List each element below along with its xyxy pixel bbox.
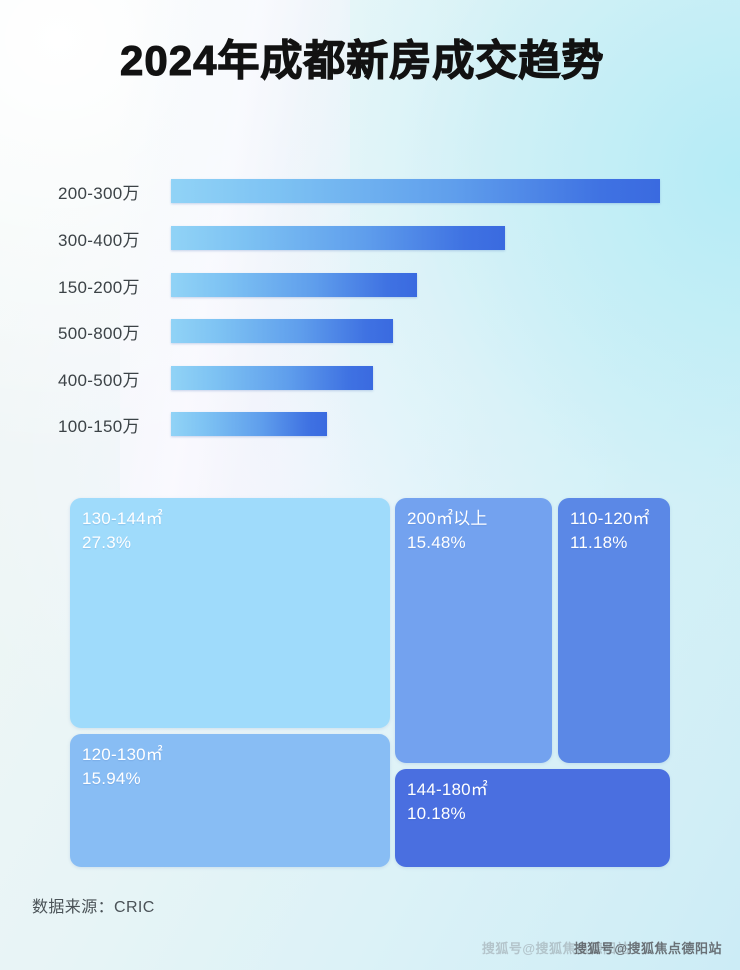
bar-row: 300-400万 [0, 225, 740, 251]
treemap-cell-110-120[interactable]: 110-120㎡ 11.18% [558, 498, 670, 763]
treemap-cell-name: 130-144㎡ [82, 509, 163, 528]
treemap-cell-pct: 15.94% [82, 769, 141, 789]
treemap-cell-text: 120-130㎡ 15.94% [82, 743, 382, 791]
bar-label: 100-150万 [58, 416, 140, 436]
bar-label: 200-300万 [58, 183, 140, 203]
bar-fill [171, 319, 393, 343]
bar-track[interactable] [171, 412, 327, 436]
treemap-cell-130-144[interactable]: 130-144㎡ 27.3% [70, 498, 390, 728]
bar-track[interactable] [171, 319, 393, 343]
bar-track[interactable] [171, 366, 373, 390]
bar-fill [171, 179, 660, 203]
treemap-cell-text: 144-180㎡ 10.18% [407, 778, 662, 826]
bar-row: 150-200万 [0, 272, 740, 298]
treemap-cell-name: 110-120㎡ [570, 509, 650, 528]
treemap-cell-text: 200㎡以上 15.48% [407, 507, 544, 555]
treemap-cell-text: 130-144㎡ 27.3% [82, 507, 382, 555]
bar-track[interactable] [171, 273, 417, 297]
bar-fill [171, 366, 373, 390]
bar-row: 400-500万 [0, 365, 740, 391]
bar-track[interactable] [171, 226, 505, 250]
watermark: 搜狐号@搜狐焦点德阳站 [573, 941, 722, 956]
bar-fill [171, 226, 505, 250]
bar-label: 500-800万 [58, 323, 140, 343]
data-source-label: 数据来源：CRIC [32, 899, 155, 916]
bar-row: 100-150万 [0, 411, 740, 437]
treemap-cell-name: 200㎡以上 [407, 509, 488, 528]
page-title: 2024年成都新房成交趋势 [119, 37, 605, 84]
bar-track[interactable] [171, 179, 660, 203]
bar-row: 200-300万 [0, 178, 740, 204]
treemap-cell-pct: 10.18% [407, 804, 466, 824]
treemap-cell-120-130[interactable]: 120-130㎡ 15.94% [70, 734, 390, 867]
bar-label: 400-500万 [58, 370, 140, 390]
watermark-ghost: 搜狐号@搜狐焦点德阳站 [481, 941, 630, 956]
treemap-cell-200-plus[interactable]: 200㎡以上 15.48% [395, 498, 552, 763]
bar-fill [171, 412, 327, 436]
treemap-cell-pct: 11.18% [570, 533, 628, 553]
treemap-cell-pct: 27.3% [82, 533, 132, 553]
treemap-cell-text: 110-120㎡ 11.18% [570, 507, 662, 555]
treemap-cell-name: 144-180㎡ [407, 780, 488, 799]
bar-label: 300-400万 [58, 230, 140, 250]
bar-fill [171, 273, 417, 297]
bar-chart: 200-300万 300-400万 150-200万 500-800万 400-… [0, 178, 740, 450]
treemap-cell-pct: 15.48% [407, 533, 466, 553]
treemap-cell-144-180[interactable]: 144-180㎡ 10.18% [395, 769, 670, 867]
bar-row: 500-800万 [0, 318, 740, 344]
bar-label: 150-200万 [58, 277, 140, 297]
treemap-cell-name: 120-130㎡ [82, 745, 163, 764]
